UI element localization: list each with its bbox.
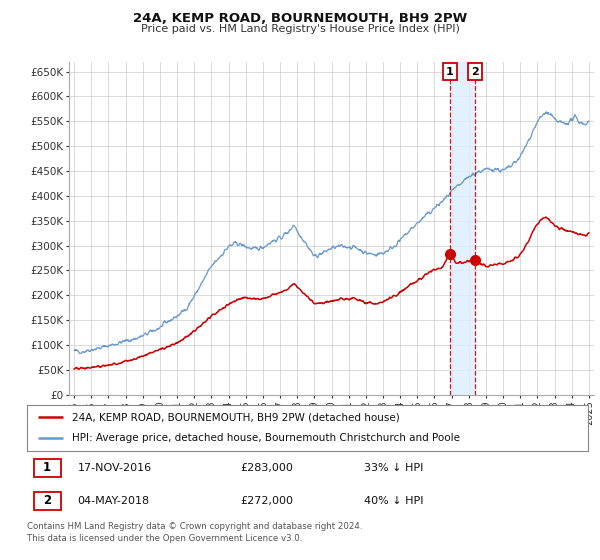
Text: 24A, KEMP ROAD, BOURNEMOUTH, BH9 2PW: 24A, KEMP ROAD, BOURNEMOUTH, BH9 2PW [133,12,467,25]
Text: 40% ↓ HPI: 40% ↓ HPI [364,496,423,506]
Text: 2: 2 [43,494,51,507]
Text: 33% ↓ HPI: 33% ↓ HPI [364,463,423,473]
FancyBboxPatch shape [34,492,61,510]
Text: 1: 1 [446,67,454,77]
Text: 24A, KEMP ROAD, BOURNEMOUTH, BH9 2PW (detached house): 24A, KEMP ROAD, BOURNEMOUTH, BH9 2PW (de… [72,412,400,422]
Text: HPI: Average price, detached house, Bournemouth Christchurch and Poole: HPI: Average price, detached house, Bour… [72,433,460,444]
Text: Price paid vs. HM Land Registry's House Price Index (HPI): Price paid vs. HM Land Registry's House … [140,24,460,34]
Bar [449,62,475,395]
Text: 1: 1 [43,461,51,474]
FancyBboxPatch shape [34,459,61,477]
Text: 04-MAY-2018: 04-MAY-2018 [77,496,149,506]
Text: 17-NOV-2016: 17-NOV-2016 [77,463,152,473]
Text: £283,000: £283,000 [240,463,293,473]
Text: £272,000: £272,000 [240,496,293,506]
Text: Contains HM Land Registry data © Crown copyright and database right 2024.
This d: Contains HM Land Registry data © Crown c… [27,522,362,543]
Text: 2: 2 [471,67,478,77]
